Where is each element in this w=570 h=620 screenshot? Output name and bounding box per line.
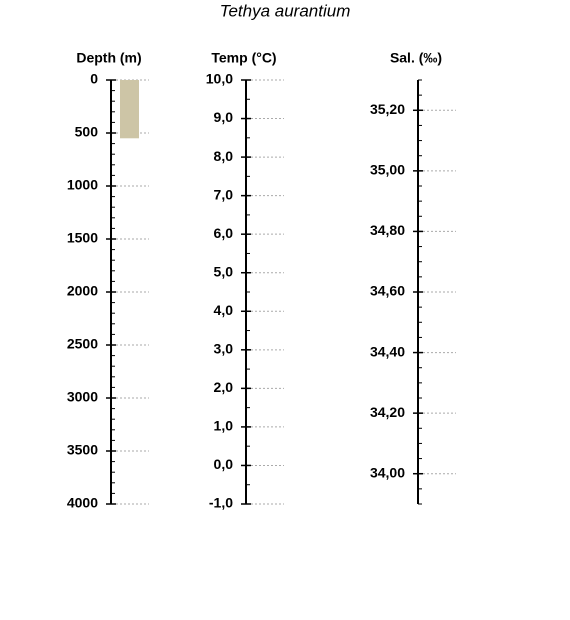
y-tick-label: 1000 — [67, 177, 98, 193]
y-tick-label: 34,40 — [370, 343, 405, 359]
y-tick-label: 0 — [90, 71, 98, 87]
y-tick-label: 7,0 — [214, 186, 234, 202]
y-tick-label: 34,60 — [370, 283, 405, 299]
y-tick-label: 2,0 — [214, 379, 234, 395]
y-tick-label: 2500 — [67, 336, 98, 352]
y-tick-label: 0,0 — [214, 456, 234, 472]
y-tick-label: 8,0 — [214, 148, 234, 164]
y-tick-label: 500 — [75, 124, 99, 140]
y-tick-label: 1,0 — [214, 418, 234, 434]
y-tick-label: 35,20 — [370, 101, 405, 117]
y-tick-label: 2000 — [67, 283, 98, 299]
y-tick-label: 3500 — [67, 442, 98, 458]
y-tick-label: 34,00 — [370, 464, 405, 480]
axis-title: Temp (°C) — [211, 50, 276, 66]
bar — [120, 80, 139, 139]
axis-title: Depth (m) — [76, 50, 141, 66]
axis-title: Sal. (‰) — [390, 50, 442, 66]
y-tick-label: 34,80 — [370, 222, 405, 238]
y-tick-label: 4,0 — [214, 302, 234, 318]
y-tick-label: 1500 — [67, 230, 98, 246]
y-tick-label: 9,0 — [214, 109, 234, 125]
y-tick-label: 3,0 — [214, 341, 234, 357]
chart-title: Tethya aurantium — [220, 1, 351, 20]
y-tick-label: 6,0 — [214, 225, 234, 241]
y-tick-label: 34,20 — [370, 404, 405, 420]
y-tick-label: 5,0 — [214, 263, 234, 279]
y-tick-label: -1,0 — [209, 495, 233, 511]
y-tick-label: 4000 — [67, 495, 98, 511]
y-tick-label: 35,00 — [370, 162, 405, 178]
y-tick-label: 3000 — [67, 389, 98, 405]
y-tick-label: 10,0 — [206, 71, 233, 87]
